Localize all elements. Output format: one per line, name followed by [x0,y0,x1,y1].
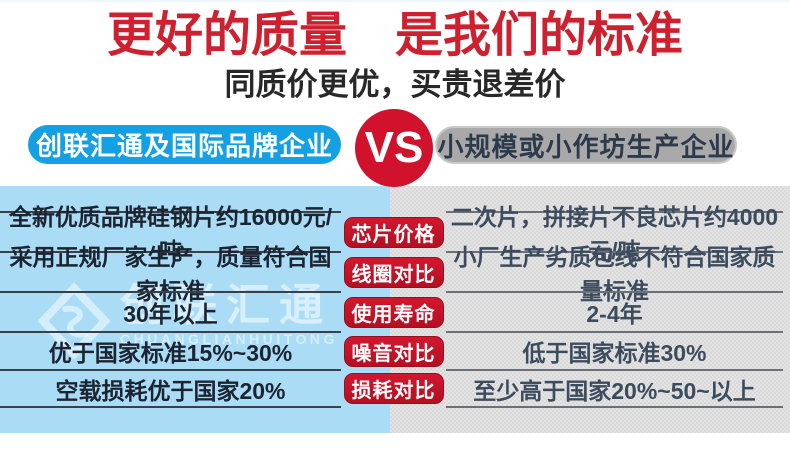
row-separator [0,291,790,293]
competitor-column-background [390,186,790,433]
comparison-badge: 损耗对比 [343,373,444,404]
header: 更好的质量 是我们的标准 同质价更优，买贵退差价 [0,2,790,102]
comparison-left-value: 30年以上 [123,301,218,327]
versus-banner: 创联汇通及国际品牌企业 VS 小规模或小作坊生产企业 [0,108,790,187]
our-company-pill: 创联汇通及国际品牌企业 [28,125,341,164]
comparison-right-value: 小厂生产劣质包线不符合国家质量标准 [453,244,776,304]
comparison-left-value: 优于国家标准15%~30% [48,340,293,366]
comparison-left-value: 采用正规厂家生产，质量符合国家标准 [9,244,332,304]
row-separator [0,369,790,371]
table-row: 30年以上 使用寿命 2-4年 [0,293,790,331]
comparison-right-value: 二次片，拼接片不良芯片约4000元/吨 [450,204,779,264]
page-subtitle: 同质价更优，买贵退差价 [224,67,566,102]
row-separator [0,331,790,333]
comparison-table: 创联汇通 CHUANGLIANHUITONG 全新优质品牌硅钢片约16000元/… [0,186,790,433]
comparison-right-value: 2-4年 [586,301,643,327]
vs-badge: VS [355,109,433,187]
comparison-badge: 线圈对比 [343,256,444,288]
page-title: 更好的质量 是我们的标准 [106,9,683,62]
comparison-left-value: 空载损耗优于国家20% [55,377,286,404]
table-row: 空载损耗优于国家20% 损耗对比 至少高于国家20%~50~以上 [0,371,790,406]
row-separator [0,406,790,408]
table-row: 采用正规厂家生产，质量符合国家标准 线圈对比 小厂生产劣质包线不符合国家质量标准 [0,244,790,304]
comparison-badge: 噪音对比 [343,335,444,367]
table-row: 优于国家标准15%~30% 噪音对比 低于国家标准30% [0,333,790,369]
table-row: 全新优质品牌硅钢片约16000元/吨 芯片价格 二次片，拼接片不良芯片约4000… [0,204,790,264]
comparison-right-value: 至少高于国家20%~50~以上 [473,377,756,404]
row-separator [0,251,790,253]
competitor-pill: 小规模或小作坊生产企业 [435,126,737,164]
comparison-badge: 使用寿命 [343,296,444,328]
row-separator [0,211,790,213]
comparison-right-value: 低于国家标准30% [522,340,707,366]
comparison-badge: 芯片价格 [343,216,444,248]
comparison-rows: 全新优质品牌硅钢片约16000元/吨 芯片价格 二次片，拼接片不良芯片约4000… [0,204,790,408]
